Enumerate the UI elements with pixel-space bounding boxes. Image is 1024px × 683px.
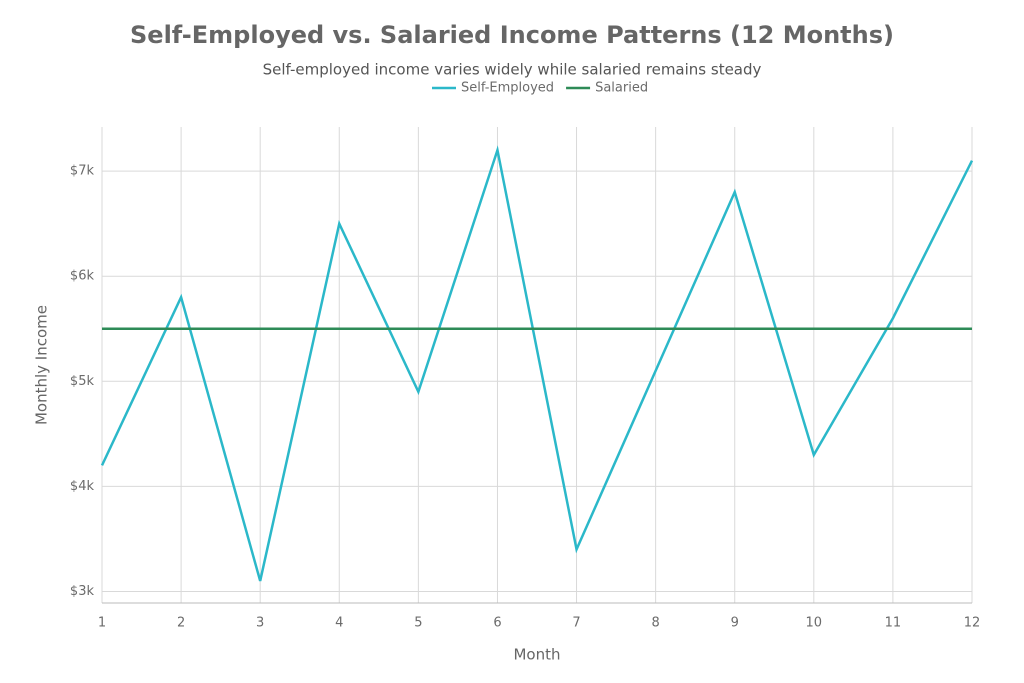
x-tick-label: 12 — [964, 616, 981, 631]
y-tick-label: $7k — [70, 164, 95, 179]
x-tick-label: 4 — [335, 616, 343, 631]
chart-subtitle: Self-employed income varies widely while… — [263, 61, 762, 79]
x-tick-label: 6 — [493, 616, 501, 631]
x-tick-label: 9 — [731, 616, 739, 631]
x-tick-label: 5 — [414, 616, 422, 631]
x-tick-label: 7 — [572, 616, 580, 631]
series-line — [100, 145, 974, 582]
x-tick-label: 10 — [806, 616, 823, 631]
legend-label: Self-Employed — [461, 81, 554, 96]
y-tick-label: $5k — [70, 374, 95, 389]
x-tick-label: 3 — [256, 616, 264, 631]
y-axis-title: Monthly Income — [33, 305, 51, 425]
x-tick-label: 8 — [651, 616, 659, 631]
legend-label: Salaried — [595, 81, 648, 96]
y-tick-label: $3k — [70, 584, 95, 599]
y-tick-label: $4k — [70, 479, 95, 494]
y-tick-label: $6k — [70, 269, 95, 284]
chart-title: Self-Employed vs. Salaried Income Patter… — [130, 21, 894, 49]
x-tick-label: 2 — [177, 616, 185, 631]
x-tick-label: 1 — [98, 616, 106, 631]
x-tick-label: 11 — [885, 616, 902, 631]
x-axis-title: Month — [513, 646, 560, 664]
